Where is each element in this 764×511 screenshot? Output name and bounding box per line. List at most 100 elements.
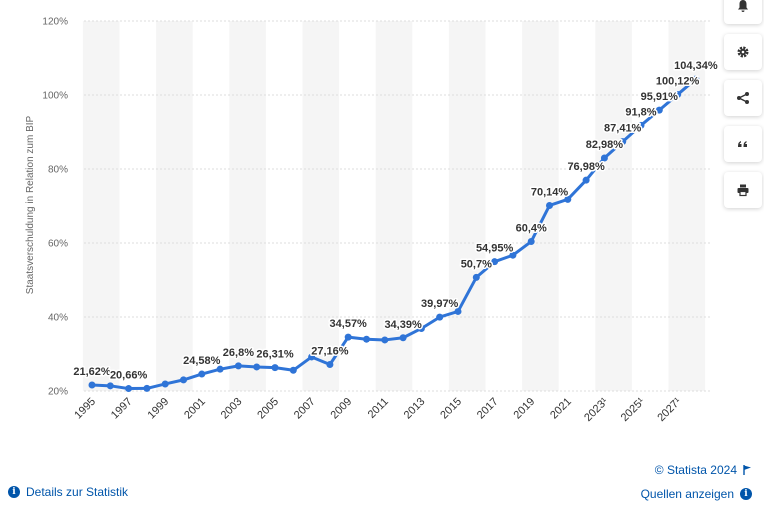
data-point[interactable] [326, 361, 334, 369]
x-tick-label: 2011 [366, 396, 391, 421]
print-button[interactable] [724, 172, 762, 208]
data-point[interactable] [472, 273, 480, 281]
data-point[interactable] [308, 353, 316, 361]
x-tick-label: 2001 [182, 396, 208, 422]
data-label: 91,8% [625, 106, 656, 118]
y-tick-label: 60% [48, 239, 68, 250]
column-bands [82, 21, 706, 391]
x-tick-label: 2025¹ [619, 395, 648, 424]
data-label: 20,66% [110, 370, 148, 382]
data-point[interactable] [436, 313, 444, 321]
data-point[interactable] [454, 307, 462, 315]
data-point[interactable] [253, 363, 261, 371]
data-point[interactable] [417, 324, 425, 332]
bell-icon [738, 0, 748, 12]
column-band [448, 21, 486, 391]
flag-icon [743, 465, 751, 475]
y-axis-label: Staatsverschuldung in Relation zum BIP [25, 115, 36, 294]
settings-button[interactable] [724, 34, 762, 70]
y-tick-label: 20% [48, 387, 68, 398]
column-band [375, 21, 413, 391]
data-label: 76,98% [567, 161, 605, 173]
column-band [522, 21, 559, 391]
data-point[interactable] [582, 176, 590, 184]
copyright-text: © Statista 2024 [654, 463, 737, 477]
data-point[interactable] [161, 380, 169, 388]
info-icon: i [8, 486, 20, 498]
data-point[interactable] [216, 365, 224, 373]
data-label: 34,57% [330, 318, 368, 330]
x-tick-label: 2015 [438, 396, 464, 422]
column-band [668, 21, 706, 391]
series-line-path [91, 77, 697, 391]
data-points [88, 75, 700, 393]
data-label: 60,4% [516, 223, 547, 235]
column-band [82, 21, 120, 391]
data-point[interactable] [289, 366, 297, 374]
y-tick-label: 80% [48, 165, 68, 176]
info-icon: i [740, 488, 752, 500]
data-label: 87,41% [604, 123, 642, 135]
data-point[interactable] [363, 335, 370, 343]
data-point[interactable] [564, 195, 572, 203]
sources-label: Quellen anzeigen [640, 487, 734, 501]
data-point[interactable] [88, 381, 96, 389]
data-point[interactable] [125, 385, 133, 393]
x-tick-label: 2007 [292, 396, 318, 422]
data-point[interactable] [491, 258, 499, 266]
data-label: 82,98% [586, 139, 624, 151]
data-point[interactable] [344, 333, 352, 341]
statistic-details-link[interactable]: i Details zur Statistik [8, 485, 128, 499]
quote-icon [738, 141, 747, 147]
data-label: 21,62% [73, 366, 111, 378]
data-point[interactable] [399, 334, 407, 342]
data-point[interactable] [180, 376, 187, 384]
data-label: 24,58% [183, 355, 221, 367]
column-band [302, 21, 340, 391]
y-tick-label: 40% [48, 313, 68, 324]
y-tick-label: 100% [42, 91, 68, 102]
data-point[interactable] [619, 138, 627, 146]
x-tick-label: 2003 [219, 396, 245, 422]
data-point[interactable] [143, 384, 151, 392]
column-band [229, 21, 266, 391]
data-label: 104,34% [674, 60, 718, 72]
x-tick-label: 2017 [475, 396, 501, 422]
show-sources-link[interactable]: Quellen anzeigen i [641, 487, 752, 501]
x-tick-label: 2021 [548, 396, 574, 422]
data-point[interactable] [655, 106, 663, 114]
details-label: Details zur Statistik [26, 485, 129, 499]
data-point[interactable] [674, 91, 682, 99]
cite-button[interactable] [724, 126, 762, 162]
share-icon [737, 92, 749, 104]
data-point[interactable] [600, 154, 608, 162]
data-point[interactable] [381, 336, 389, 344]
data-point[interactable] [546, 201, 553, 209]
data-point[interactable] [198, 370, 206, 378]
x-axis: 1995 1997 1999 2001 2003 2005 2007 2009 2011 2013… [72, 395, 684, 424]
grid-lines [84, 20, 712, 392]
data-point[interactable] [106, 382, 114, 390]
x-tick-label: 1997 [109, 396, 135, 422]
data-label: 34,39% [384, 319, 422, 331]
y-axis: 20% 40% 60% 80% 100% 120% [42, 17, 68, 398]
data-point[interactable] [234, 362, 242, 370]
data-point[interactable] [692, 75, 700, 83]
data-point[interactable] [637, 121, 645, 129]
x-tick-label: 2023¹ [582, 395, 611, 424]
x-tick-label: 2013 [402, 396, 428, 422]
statista-copyright[interactable]: © Statista 2024 [655, 463, 752, 477]
data-label: 26,31% [256, 349, 294, 361]
column-band [156, 21, 193, 391]
data-point[interactable] [271, 364, 279, 372]
data-point[interactable] [509, 251, 517, 259]
x-tick-label: 2009 [329, 396, 355, 422]
data-point[interactable] [527, 238, 535, 246]
data-label: 100,12% [656, 76, 700, 88]
data-label: 95,91% [641, 91, 679, 103]
data-label: 50,7% [461, 258, 492, 270]
notification-button[interactable] [724, 0, 762, 24]
data-labels: 21,62% 20,66% 24,58%26,8% 26,31% 27,16% 34,57… [72, 58, 719, 383]
share-button[interactable] [724, 80, 762, 116]
